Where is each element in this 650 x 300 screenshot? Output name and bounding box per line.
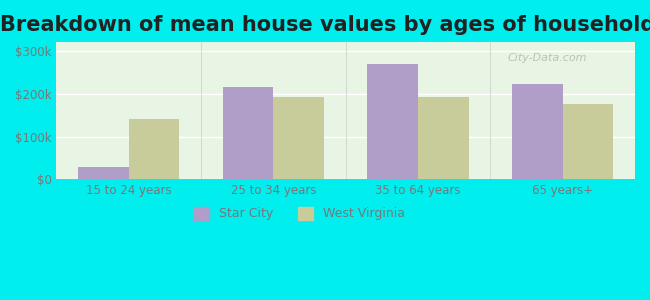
Text: City-Data.com: City-Data.com: [508, 53, 587, 63]
Bar: [418, 97, 469, 179]
Bar: [78, 167, 129, 179]
Bar: [129, 119, 179, 179]
Bar: [223, 87, 274, 179]
Title: Breakdown of mean house values by ages of householders: Breakdown of mean house values by ages o…: [0, 15, 650, 35]
Bar: [512, 84, 563, 179]
Bar: [563, 104, 614, 179]
Bar: [367, 64, 418, 179]
Legend: Star City, West Virginia: Star City, West Virginia: [189, 202, 410, 225]
Bar: [274, 97, 324, 179]
